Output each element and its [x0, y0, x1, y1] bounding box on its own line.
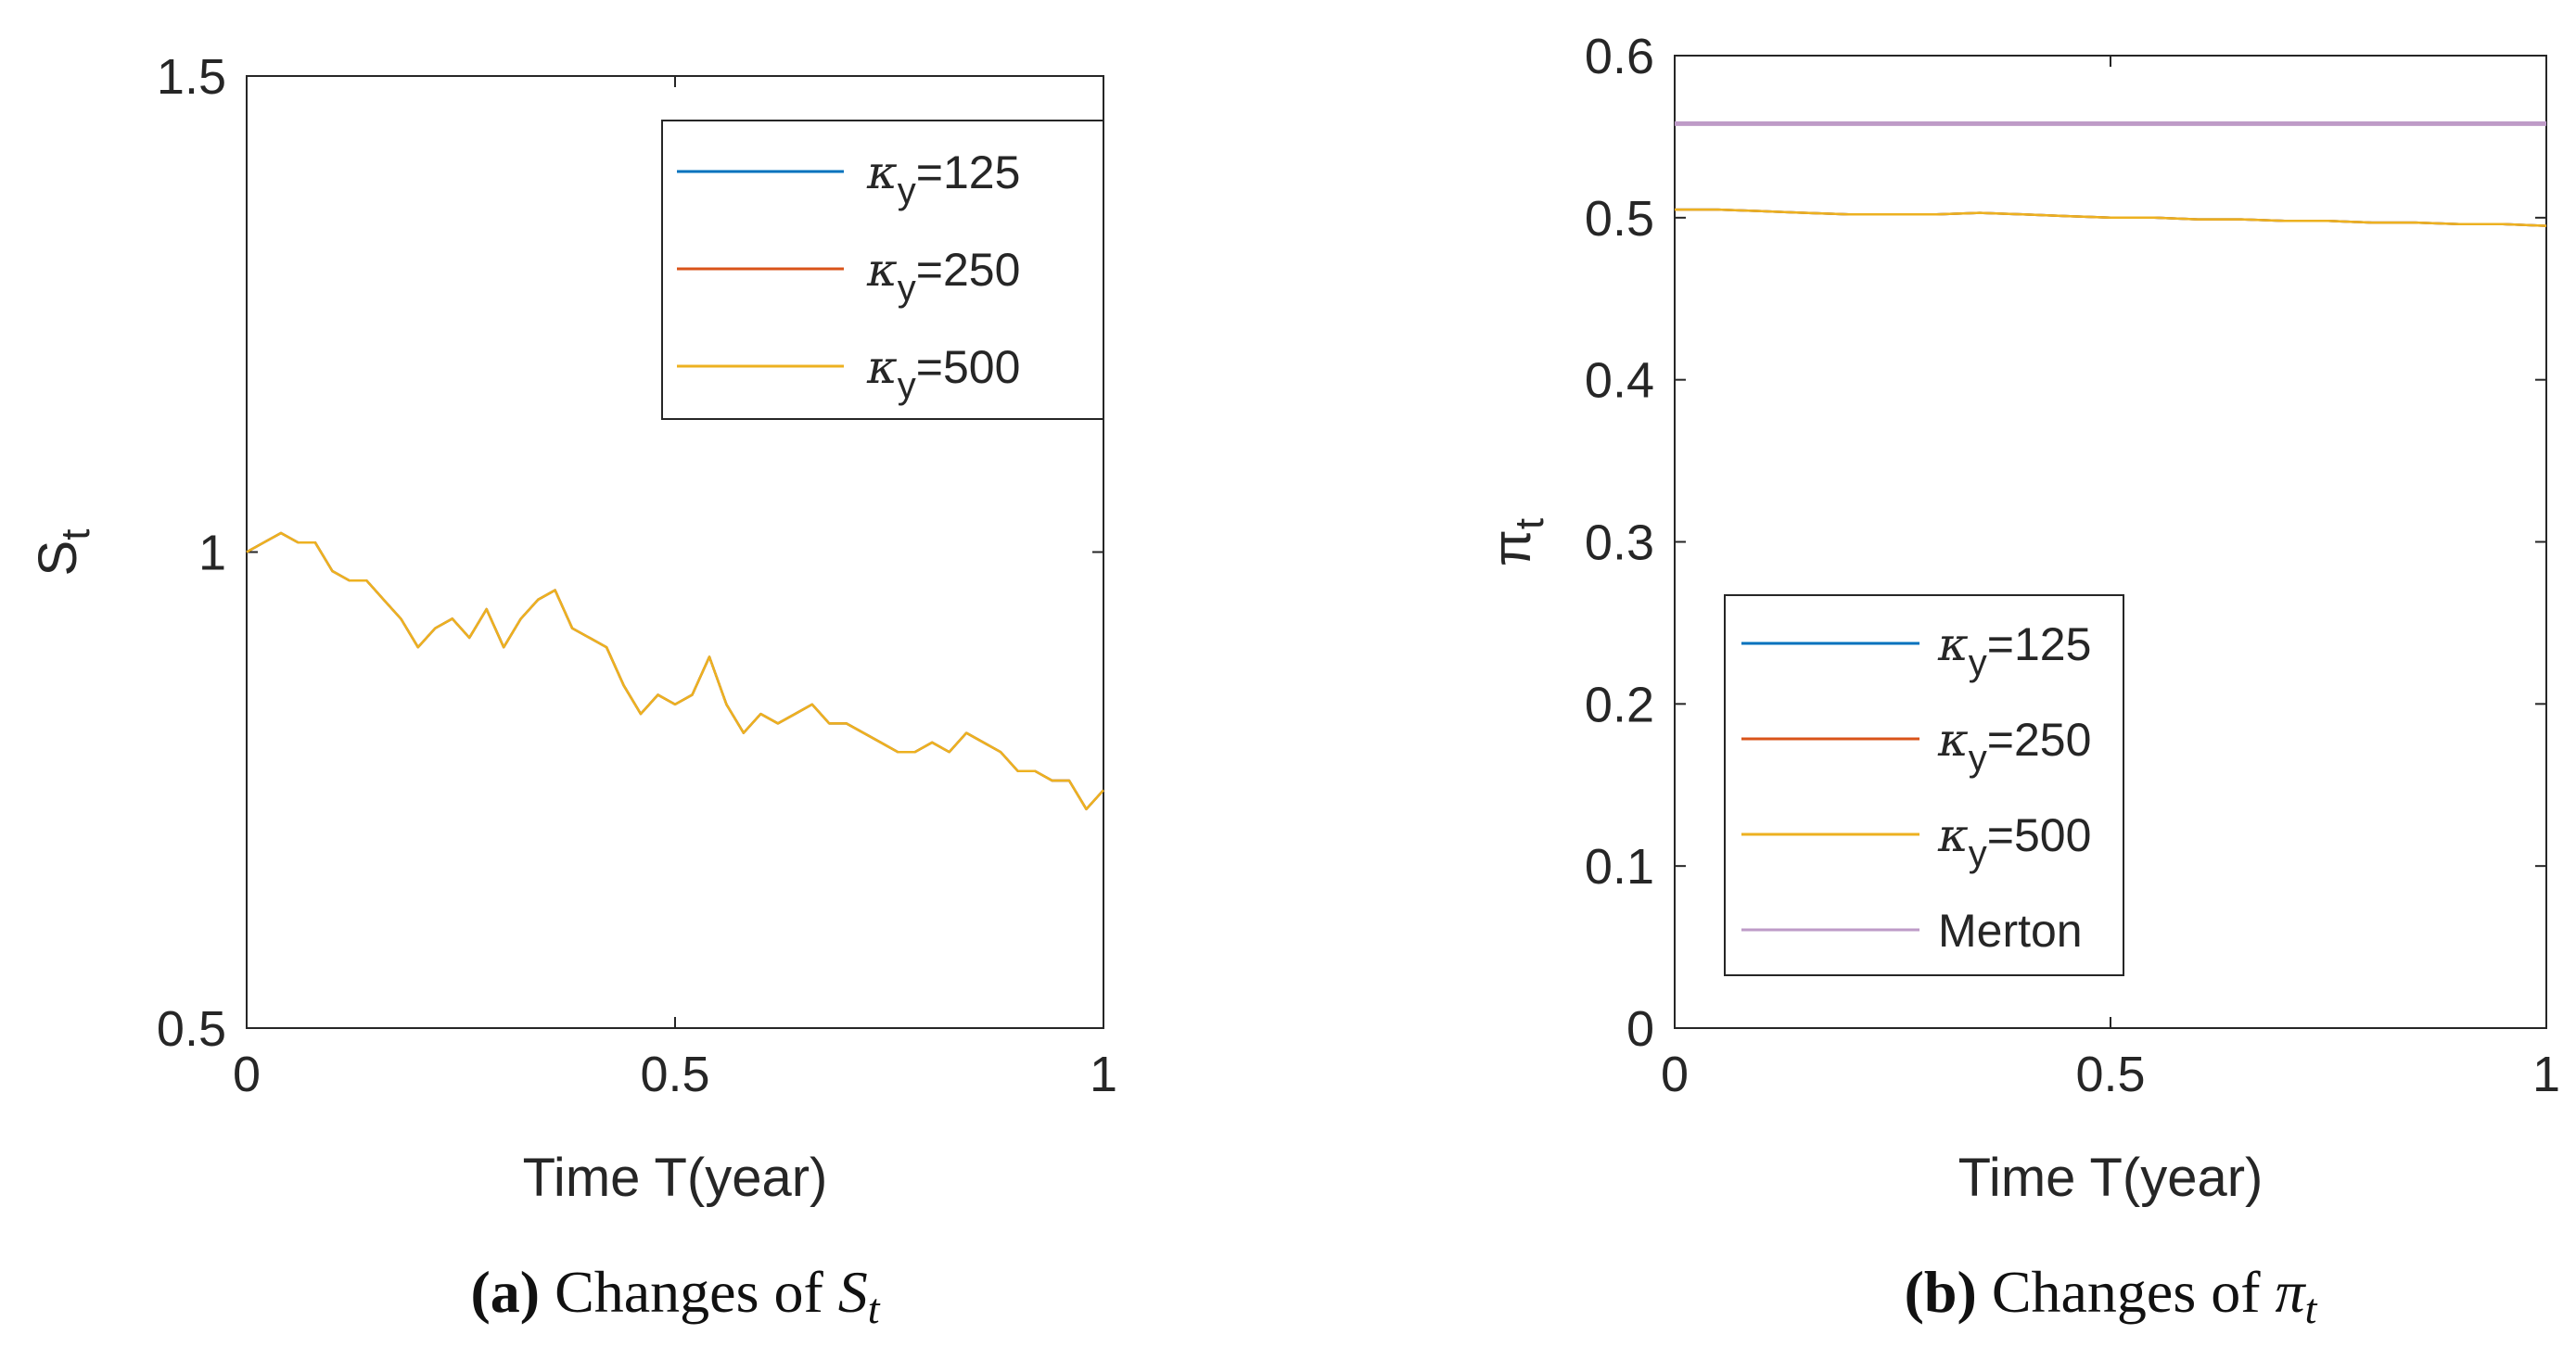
legend-label-b: κy=125 [1937, 617, 2091, 683]
x-axis-label-a: Time T(year) [523, 1148, 828, 1208]
y-tick-label-b: 0.1 [1585, 839, 1654, 895]
y-tick-label-b: 0.2 [1585, 677, 1654, 732]
legend-label-b: κy=500 [1937, 808, 2091, 874]
x-tick-label-a: 0 [233, 1047, 261, 1102]
y-tick-label-b: 0.3 [1585, 515, 1654, 571]
x-tick-label-a: 1 [1090, 1047, 1117, 1102]
y-tick-label-b: 0.4 [1585, 353, 1654, 409]
y-tick-label-a: 1.5 [157, 49, 226, 105]
panel-b: 0 0.5 1 0 0.1 0.2 0.3 0.4 0.5 0.6 Time T(year) πt… [1482, 29, 2560, 1332]
legend-label-a: κy=125 [866, 146, 1020, 211]
legend-b: κy=125 κy=250 κy=500 Merton [1724, 594, 2124, 976]
series-line-a--y-500 [246, 531, 1104, 811]
y-tick-label-a: 1 [198, 526, 226, 581]
legend-label-b: Merton [1938, 905, 2083, 957]
x-tick-label-b: 0 [1661, 1047, 1689, 1102]
x-axis-label-b: Time T(year) [1958, 1148, 2264, 1208]
y-tick-label-b: 0.6 [1585, 29, 1654, 84]
x-tick-label-b: 0.5 [2075, 1047, 2145, 1102]
y-tick-label-b: 0 [1626, 1001, 1654, 1057]
y-tick-label-a: 0.5 [157, 1001, 226, 1057]
panel-a: 0 0.5 10.511.5 Time T(year) St κy=125κy=25… [28, 49, 1117, 1332]
series-line-b--y-500 [1675, 208, 2547, 227]
y-axis-label-a: St [28, 529, 98, 577]
legend-label-a: κy=250 [866, 243, 1020, 309]
x-tick-label-b: 1 [2532, 1047, 2560, 1102]
caption-b: (b) Changes of πt [1905, 1259, 2318, 1332]
legend-label-a: κy=500 [866, 340, 1020, 406]
y-axis-label-b: πt [1482, 518, 1552, 566]
x-tick-label-a: 0.5 [640, 1047, 709, 1102]
legend-a: κy=125 κy=250 κy=500 [661, 120, 1104, 420]
legend-box-b [1724, 594, 2124, 976]
caption-a: (a) Changes of St [470, 1259, 880, 1332]
y-tick-label-b: 0.5 [1585, 191, 1654, 247]
legend-label-b: κy=250 [1937, 713, 2091, 779]
